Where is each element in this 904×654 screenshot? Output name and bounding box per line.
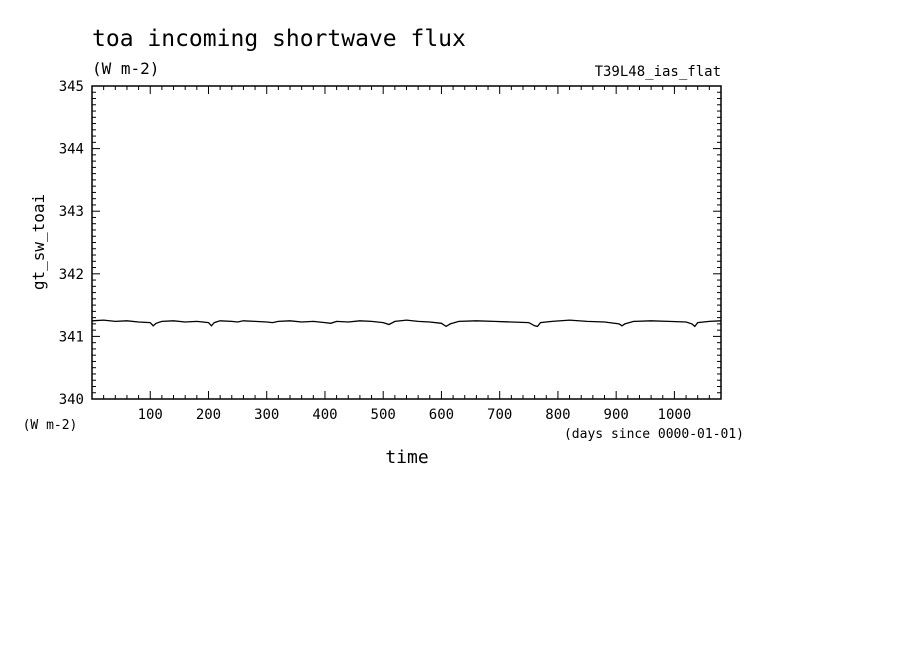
y-tick-label: 342 <box>59 267 84 283</box>
x-tick-label: 300 <box>254 407 279 423</box>
x-tick-label: 800 <box>545 407 570 423</box>
x-tick-label: 200 <box>196 407 221 423</box>
y-tick-label: 344 <box>59 142 84 158</box>
x-tick-label: 900 <box>604 407 629 423</box>
x-tick-label: 500 <box>371 407 396 423</box>
y-tick-label: 341 <box>59 329 84 345</box>
axis-ticks <box>92 86 721 399</box>
y-axis-label: gt_sw_toai <box>29 194 48 290</box>
y-tick-labels: 340 341 342 343 344 345 <box>59 79 84 408</box>
series-line-gt-sw-toai <box>91 319 722 328</box>
run-label: T39L48_ias_flat <box>595 64 721 80</box>
x-axis-label: time <box>385 447 428 468</box>
y-tick-label: 340 <box>59 392 84 408</box>
x-axis-units: (days since 0000-01-01) <box>564 427 744 442</box>
x-tick-label: 600 <box>429 407 454 423</box>
chart-subtitle: (W m-2) <box>92 59 159 78</box>
y-axis-units: (W m-2) <box>23 418 78 433</box>
x-tick-label: 400 <box>312 407 337 423</box>
x-tick-labels: 100 200 300 400 500 600 700 800 900 1000 <box>138 407 692 423</box>
chart-title: toa incoming shortwave flux <box>92 26 466 52</box>
y-tick-label: 343 <box>59 204 84 220</box>
x-tick-label: 700 <box>487 407 512 423</box>
plot-frame <box>91 85 722 400</box>
x-tick-label: 1000 <box>658 407 692 423</box>
x-tick-label: 100 <box>138 407 163 423</box>
y-tick-label: 345 <box>59 79 84 95</box>
